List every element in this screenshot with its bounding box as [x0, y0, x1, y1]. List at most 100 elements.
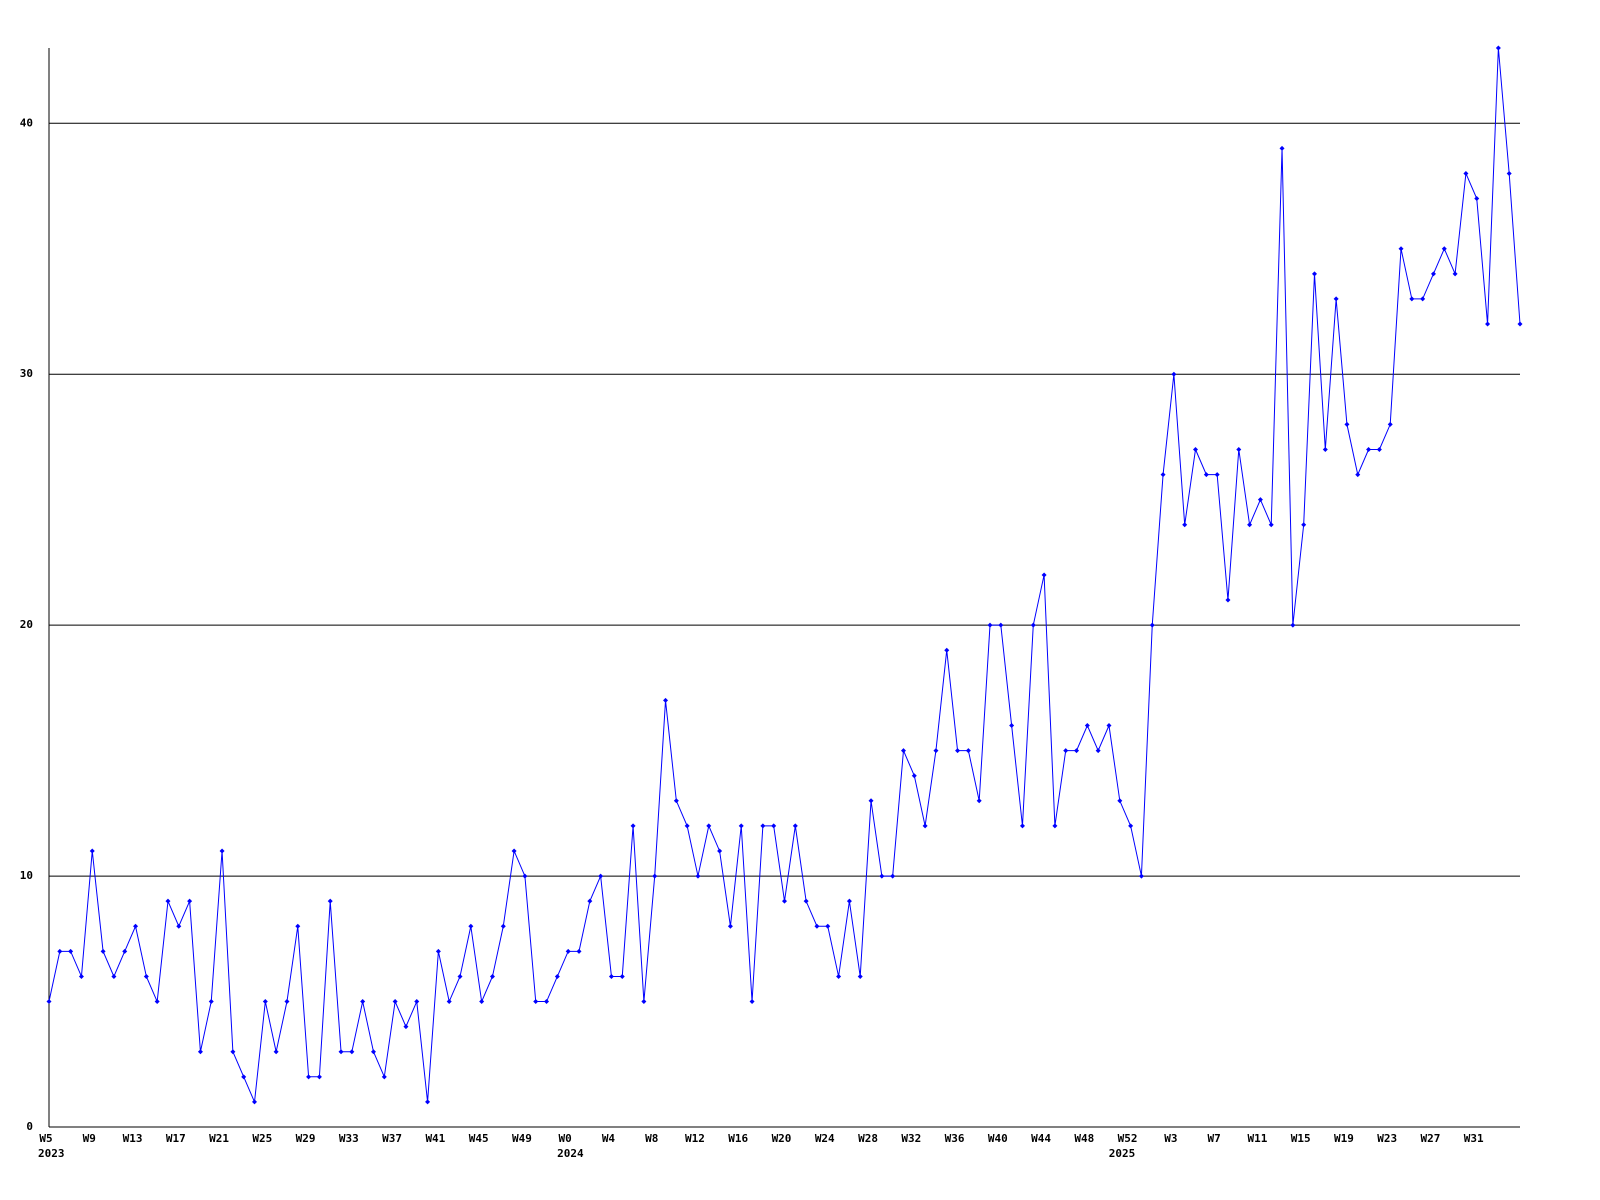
data-point: [295, 923, 301, 929]
data-point: [1106, 723, 1112, 729]
x-tick-label: W24: [815, 1132, 835, 1145]
data-point: [673, 798, 679, 804]
data-point: [1344, 421, 1350, 427]
data-point: [1409, 296, 1415, 302]
data-point: [262, 999, 268, 1005]
data-point: [197, 1049, 203, 1055]
x-tick-label: W4: [602, 1132, 616, 1145]
data-point: [1485, 321, 1491, 327]
y-tick-label: 20: [20, 618, 33, 631]
data-point: [879, 873, 885, 879]
data-point: [381, 1074, 387, 1080]
data-point: [414, 999, 420, 1005]
data-point: [1095, 748, 1101, 754]
data-point: [1517, 321, 1523, 327]
data-point: [425, 1099, 431, 1105]
data-point: [630, 823, 636, 829]
x-tick-label: W8: [645, 1132, 658, 1145]
data-point: [1063, 748, 1069, 754]
data-point: [1506, 170, 1512, 176]
data-point: [1041, 572, 1047, 578]
data-point: [1495, 45, 1501, 51]
data-point: [749, 999, 755, 1005]
x-tick-label: W28: [858, 1132, 878, 1145]
data-point: [1019, 823, 1025, 829]
x-tick-label: W12: [685, 1132, 705, 1145]
data-point: [1441, 246, 1447, 252]
data-point: [1322, 446, 1328, 452]
data-point: [803, 898, 809, 904]
data-point: [522, 873, 528, 879]
data-point: [825, 923, 831, 929]
data-point: [111, 973, 117, 979]
y-tick-label: 30: [20, 367, 33, 380]
data-point: [782, 898, 787, 904]
data-point: [717, 848, 723, 854]
data-point: [565, 948, 571, 954]
data-point: [1225, 597, 1231, 603]
data-point: [987, 622, 993, 628]
x-tick-label: W29: [296, 1132, 316, 1145]
data-point: [1311, 271, 1317, 277]
x-tick-label: W9: [83, 1132, 96, 1145]
x-tick-label: W36: [945, 1132, 965, 1145]
data-point: [1366, 446, 1372, 452]
data-point: [1290, 622, 1296, 628]
data-point: [143, 973, 149, 979]
data-point: [403, 1024, 409, 1030]
x-tick-label: W11: [1247, 1132, 1267, 1145]
data-point: [933, 748, 939, 754]
x-tick-label: W0: [559, 1132, 572, 1145]
x-tick-label: W19: [1334, 1132, 1354, 1145]
data-point: [1160, 472, 1166, 478]
data-point: [1387, 421, 1393, 427]
y-tick-label: 0: [26, 1120, 33, 1133]
data-point: [998, 622, 1004, 628]
data-point: [1279, 145, 1285, 151]
y-tick-label: 10: [20, 869, 33, 882]
data-point: [1084, 723, 1090, 729]
data-point: [1376, 446, 1382, 452]
data-point: [760, 823, 766, 829]
data-point: [1074, 748, 1080, 754]
x-tick-label: W16: [728, 1132, 748, 1145]
data-point: [1333, 296, 1339, 302]
data-point: [706, 823, 712, 829]
data-point: [868, 798, 874, 804]
x-tick-label: W23: [1377, 1132, 1397, 1145]
data-point: [306, 1074, 312, 1080]
data-point: [500, 923, 506, 929]
data-point: [738, 823, 744, 829]
x-tick-label: W33: [339, 1132, 359, 1145]
data-point: [468, 923, 474, 929]
data-point: [619, 973, 625, 979]
x-tick-label: W32: [901, 1132, 921, 1145]
x-tick-label: W20: [772, 1132, 792, 1145]
data-point: [457, 973, 463, 979]
data-point: [890, 873, 896, 879]
data-point: [944, 647, 950, 653]
data-point: [78, 973, 84, 979]
data-point: [771, 823, 777, 829]
data-point: [922, 823, 928, 829]
data-point: [446, 999, 452, 1005]
x-tick-label: W3: [1164, 1132, 1177, 1145]
data-point: [641, 999, 647, 1005]
data-point: [1474, 196, 1480, 202]
data-point: [511, 848, 517, 854]
x-tick-label: W31: [1464, 1132, 1484, 1145]
data-point: [349, 1049, 355, 1055]
data-point: [1128, 823, 1134, 829]
data-point: [554, 973, 560, 979]
x-tick-label: W49: [512, 1132, 532, 1145]
data-point: [965, 748, 971, 754]
x-tick-label: W15: [1291, 1132, 1311, 1145]
data-point: [663, 697, 669, 703]
x-tick-label: W21: [209, 1132, 229, 1145]
data-point: [241, 1074, 247, 1080]
data-point: [1430, 271, 1436, 277]
data-point: [327, 898, 333, 904]
data-point: [1463, 170, 1469, 176]
data-point: [792, 823, 798, 829]
data-point: [1257, 497, 1263, 503]
